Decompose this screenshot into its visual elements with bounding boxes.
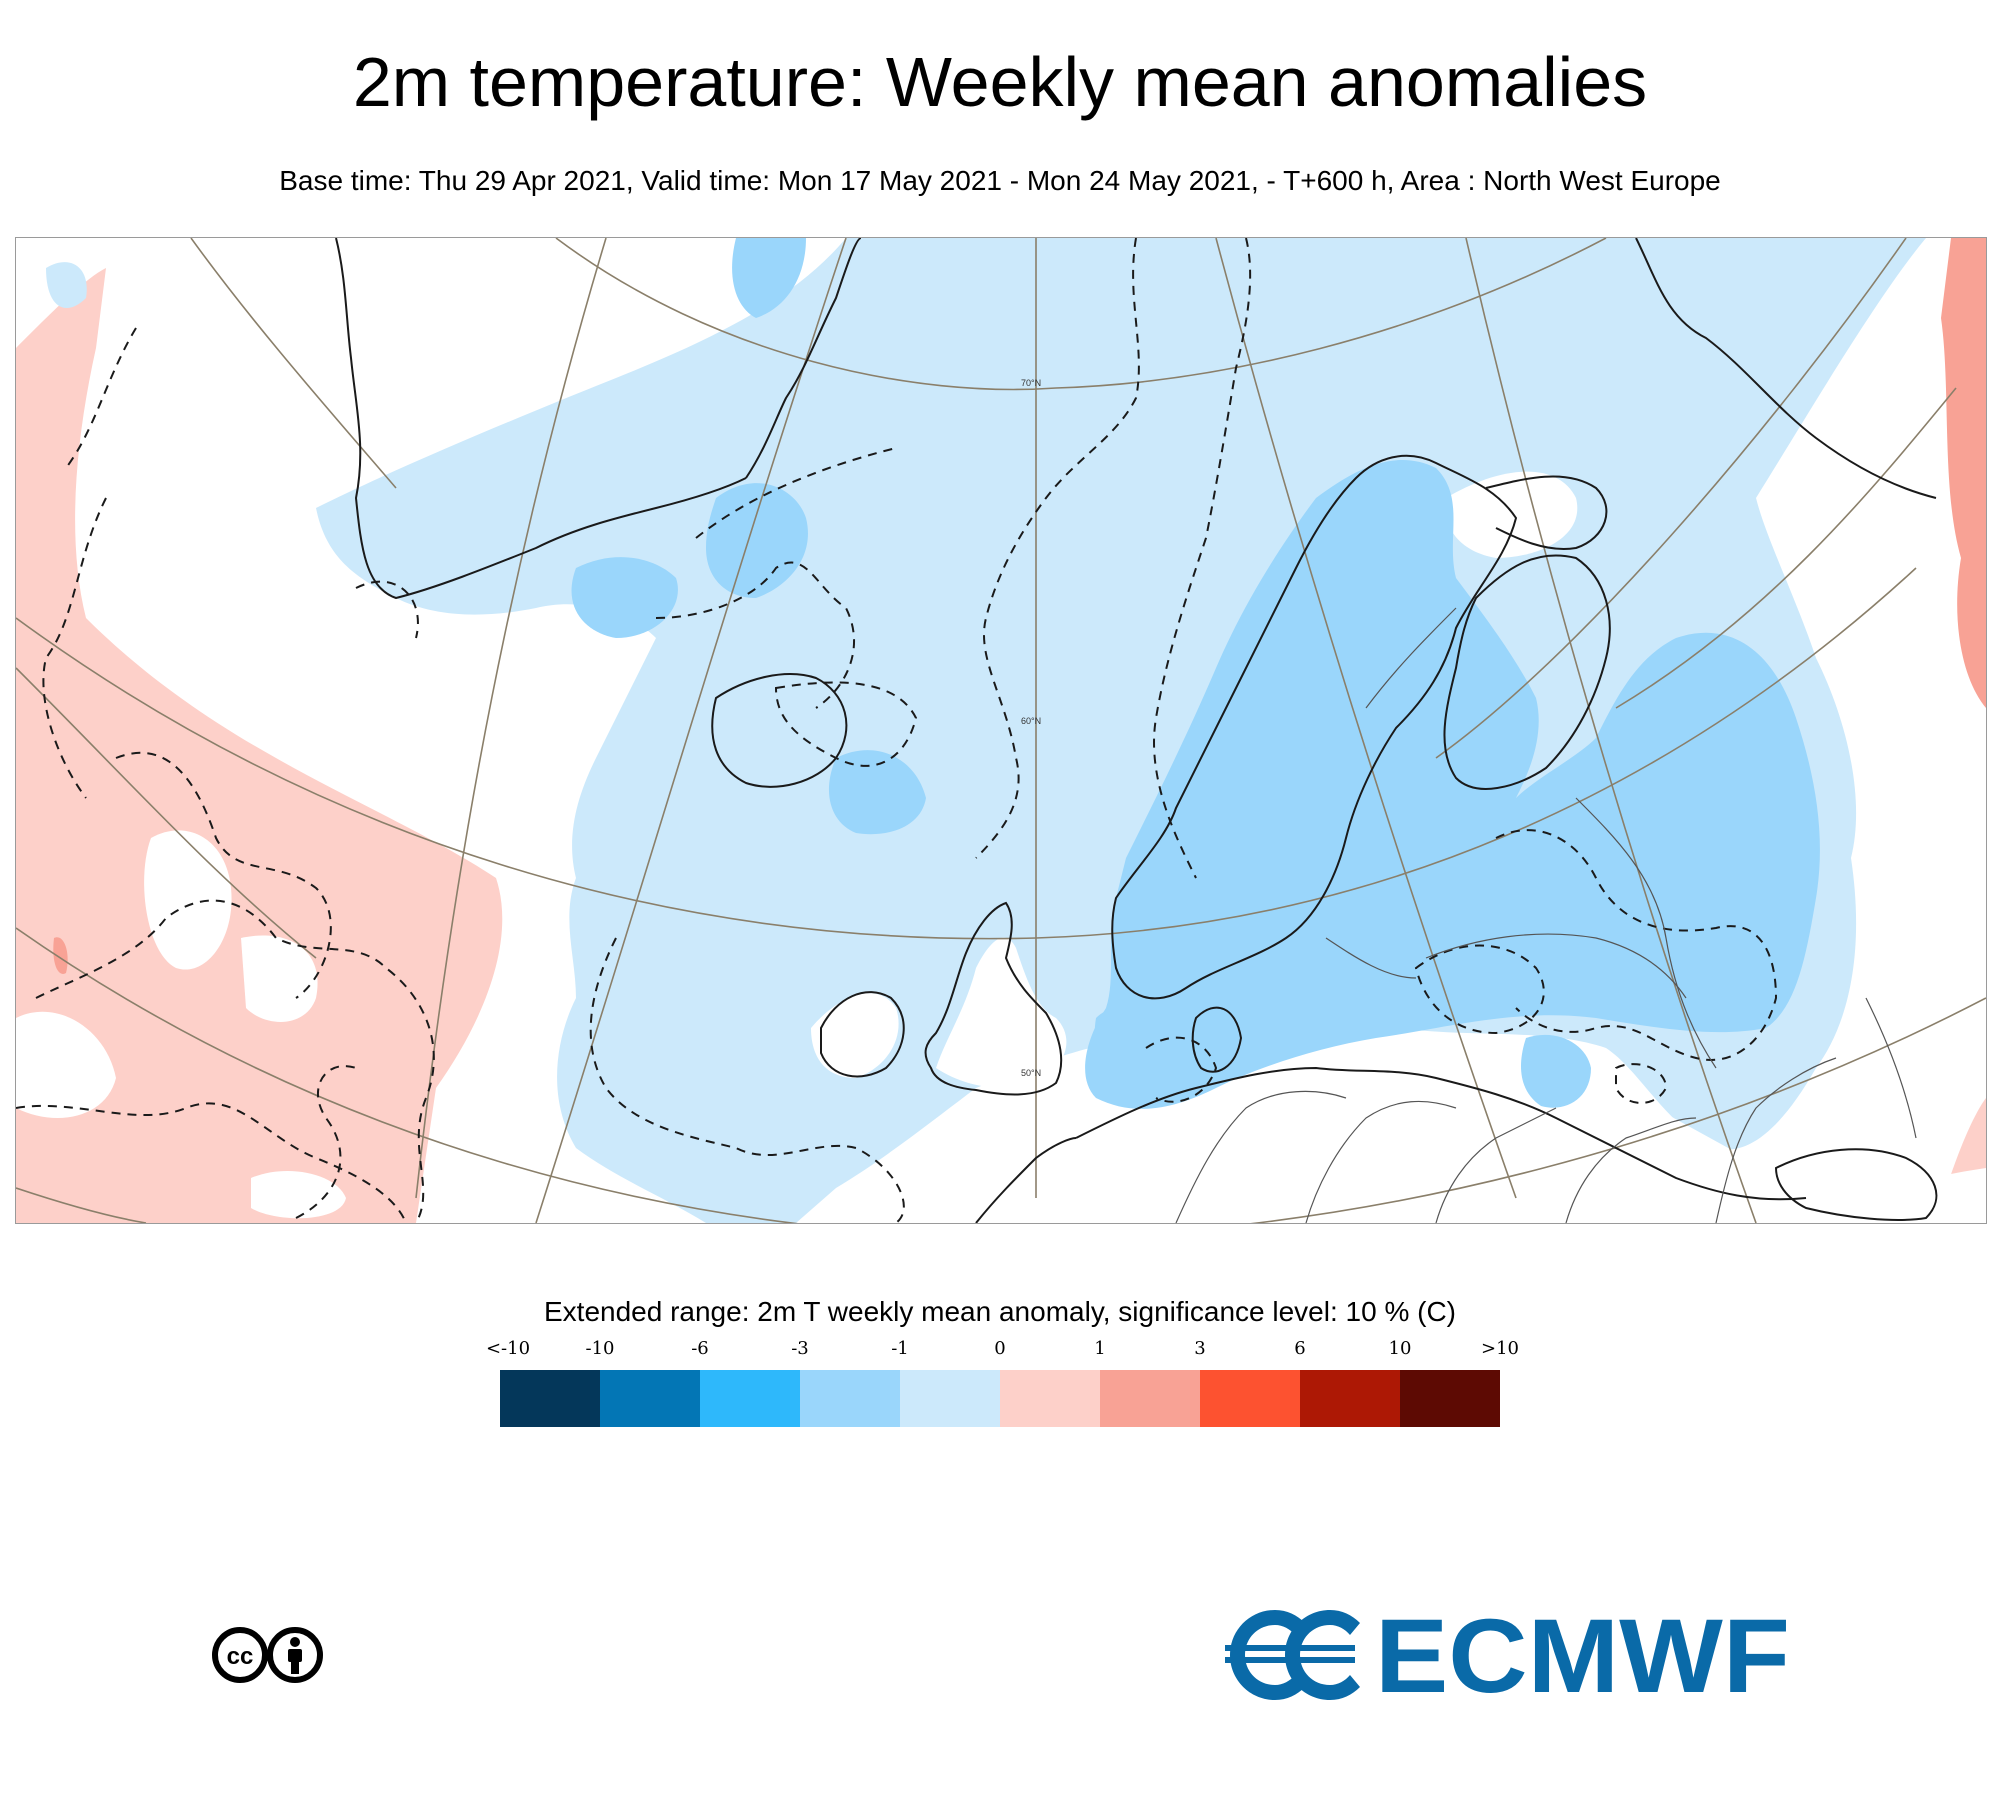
legend-swatch [600, 1370, 700, 1427]
anomaly-map-svg: 70°N 60°N 50°N [16, 238, 1986, 1223]
neutral-patch [251, 1170, 346, 1219]
legend-tick: 3 [1194, 1338, 1206, 1359]
neutral-patch [16, 1011, 116, 1118]
warm-anomaly-region-atlantic [16, 268, 503, 1223]
legend-tick: -1 [891, 1338, 909, 1359]
creative-commons-by-icon: cc [210, 1625, 325, 1685]
neutral-patch [144, 830, 232, 970]
legend-tick: -3 [791, 1338, 809, 1359]
legend-title: Extended range: 2m T weekly mean anomaly… [543, 1296, 1456, 1327]
legend-swatch [900, 1370, 1000, 1427]
ecmwf-brand-text: ECMWF [1375, 1605, 1790, 1705]
coastlines [335, 238, 1938, 1223]
ecmwf-logo: ECMWF [1225, 1598, 1795, 1715]
legend-tick: >10 [1481, 1338, 1519, 1359]
neutral-land-europe [1036, 1044, 1986, 1223]
country-borders [1175, 607, 1917, 1223]
legend-tick: 0 [994, 1338, 1006, 1359]
legend-swatch [700, 1370, 800, 1427]
legend-colorbar [500, 1370, 1500, 1427]
chart-subtitle: Base time: Thu 29 Apr 2021, Valid time: … [279, 165, 1721, 196]
neutral-patch [241, 935, 318, 1022]
legend-tick: 6 [1294, 1338, 1306, 1359]
legend-tick: -6 [691, 1338, 709, 1359]
legend-swatch [1100, 1370, 1200, 1427]
cold-anomaly-medium-north-sea [1094, 1007, 1156, 1079]
neutral-land-ireland [811, 993, 899, 1078]
legend-tick: 10 [1388, 1338, 1412, 1359]
legend-swatch [500, 1370, 600, 1427]
cold-anomaly-medium-greenland [571, 557, 678, 638]
latitude-label-60: 60°N [1021, 716, 1041, 726]
legend-tick: -10 [585, 1338, 615, 1359]
warm-anomaly-medium [53, 937, 68, 974]
chart-title: 2m temperature: Weekly mean anomalies [352, 43, 1648, 121]
cold-anomaly-medium-iceland [706, 483, 926, 835]
cold-anomaly-medium-balkans [1521, 1034, 1591, 1108]
legend-swatch [1400, 1370, 1500, 1427]
legend-tick: <-10 [485, 1338, 531, 1359]
significance-contours [16, 238, 1778, 1223]
legend-swatch [1300, 1370, 1400, 1427]
anomaly-map: 70°N 60°N 50°N [15, 237, 1987, 1224]
svg-text:cc: cc [227, 1643, 254, 1670]
neutral-land-kola [1445, 471, 1578, 558]
legend-swatch [1000, 1370, 1100, 1427]
legend-ticks: <-10 -10 -6 -3 -1 0 1 3 6 10 >10 [0, 1338, 2000, 1362]
warm-anomaly-region-northeast [1941, 238, 1986, 708]
latitude-labels: 70°N 60°N 50°N [1021, 378, 1041, 1078]
latitude-label-50: 50°N [1021, 1068, 1041, 1078]
legend-tick: 1 [1094, 1338, 1106, 1359]
graticule [16, 238, 1986, 1223]
legend-swatch [1200, 1370, 1300, 1427]
latitude-label-70: 70°N [1021, 378, 1041, 388]
legend-swatch [800, 1370, 900, 1427]
cold-anomaly-medium-svalbard [732, 238, 806, 318]
neutral-land-britain [936, 937, 1067, 1088]
